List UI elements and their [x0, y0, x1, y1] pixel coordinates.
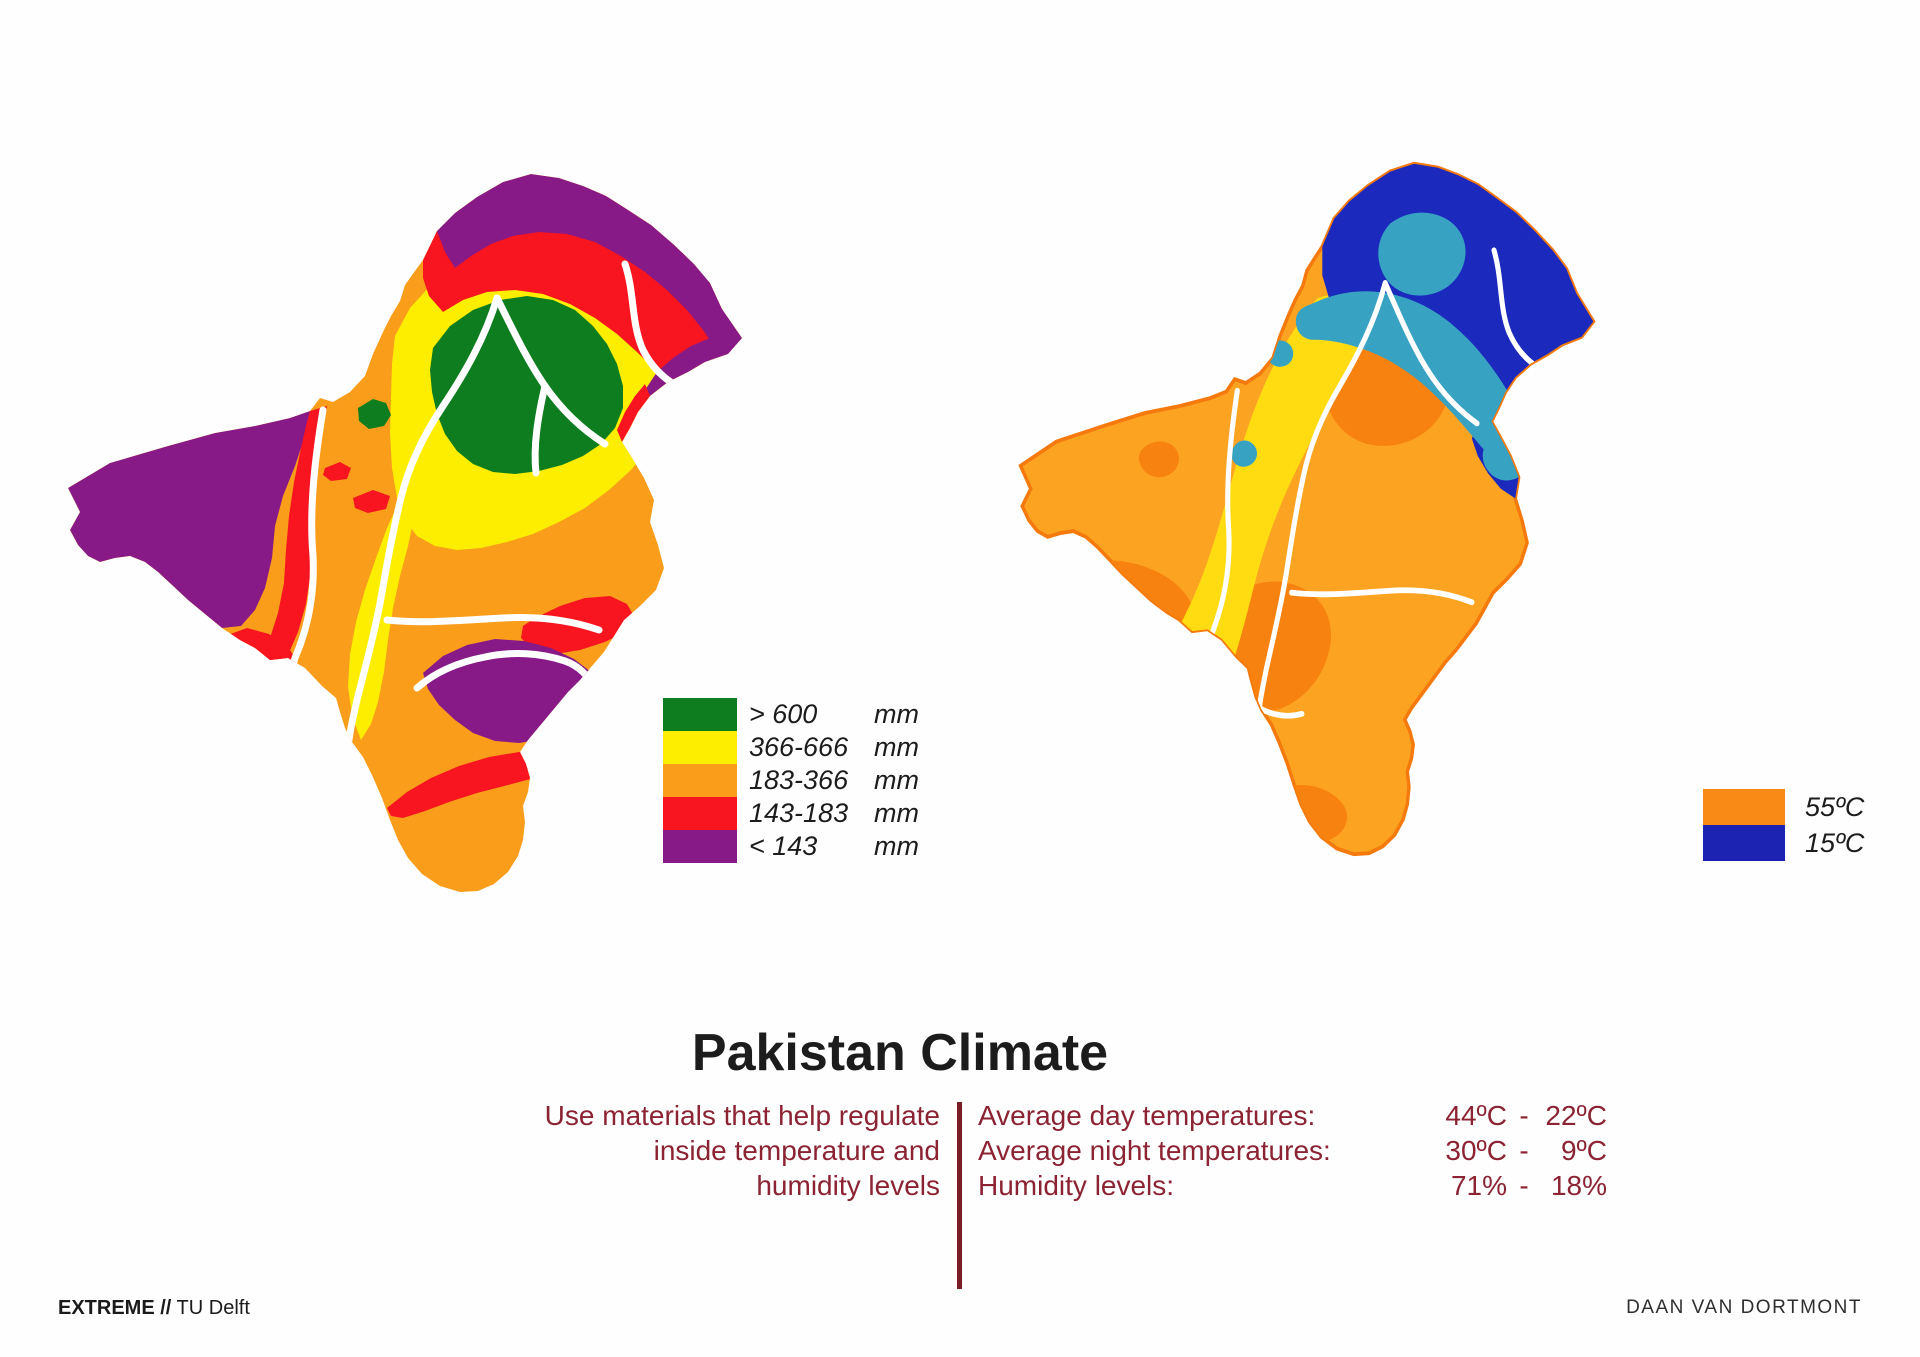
legend-range: 183-366	[749, 765, 849, 795]
temp-zone-teal-blob	[1378, 212, 1466, 296]
rainfall-legend-row: 143-183 mm	[663, 797, 919, 830]
temp-zone-teal-band	[1295, 291, 1528, 466]
temperature-legend: 55ºC 15ºC	[1703, 789, 1864, 861]
rainfall-legend-swatch-purple	[663, 830, 737, 863]
rainfall-zone-red-ne-streak	[617, 384, 650, 442]
rainfall-legend: > 600 mm 366-666 mm 183-366 mm 143-183 mm < …	[663, 698, 919, 863]
legend-unit: mm	[874, 765, 919, 795]
legend-range: < 143	[749, 831, 818, 861]
temp-zone-darkorange-small	[1138, 441, 1179, 478]
brand-name: EXTREME //	[58, 1297, 172, 1319]
stat-dash: -	[1519, 1100, 1529, 1131]
stat-from: 71%	[1450, 1170, 1507, 1201]
stat-from: 44ºC	[1445, 1100, 1507, 1131]
stat-label: Average night temperatures:	[978, 1135, 1331, 1166]
temperature-legend-swatch-hot	[1703, 789, 1785, 825]
temperature-map	[1018, 161, 1596, 857]
rainfall-map	[68, 174, 742, 892]
legend-unit: mm	[874, 699, 919, 729]
legend-unit: mm	[874, 798, 919, 828]
stat-from: 30ºC	[1445, 1135, 1507, 1166]
rainfall-legend-row: 183-366 mm	[663, 764, 919, 797]
temp-zone-teal-spot1	[1267, 340, 1294, 367]
rainfall-zone-red-sindh-band	[387, 714, 614, 818]
temp-zone-yellow-spot1	[1205, 747, 1236, 780]
rainfall-legend-row: 366-666 mm	[663, 731, 919, 764]
stat-to: 9ºC	[1560, 1135, 1607, 1166]
stat-labels: Average day temperatures: Average night …	[978, 1098, 1331, 1203]
vertical-divider	[957, 1102, 962, 1289]
temp-zone-darkorange-south	[1225, 581, 1332, 712]
stat-to: 18%	[1550, 1170, 1607, 1201]
rainfall-zone-red-mid1	[353, 490, 390, 513]
stat-value-row: 30ºC - 9ºC	[1425, 1133, 1607, 1168]
legend-unit: mm	[874, 831, 919, 861]
temperature-legend-row: 15ºC	[1703, 825, 1864, 861]
temperature-legend-row: 55ºC	[1703, 789, 1864, 825]
rainfall-zone-red-kirthar	[262, 406, 327, 666]
brand-suffix: TU Delft	[171, 1297, 250, 1319]
rainfall-legend-swatch-green	[663, 698, 737, 731]
stat-to: 22ºC	[1545, 1100, 1607, 1131]
temp-zone-teal-spot2	[1231, 440, 1258, 467]
stat-label: Humidity levels:	[978, 1170, 1175, 1201]
rainfall-legend-row: > 600 mm	[663, 698, 919, 731]
recommendation-text: Use materials that help regulate inside …	[400, 1098, 940, 1203]
footer-brand: EXTREME // TU Delft	[58, 1297, 250, 1320]
legend-range: > 600	[749, 699, 818, 729]
legend-range: 366-666	[749, 732, 849, 762]
rainfall-zone-red-mid2	[323, 462, 351, 481]
rainfall-legend-swatch-yellow	[663, 731, 737, 764]
stat-values: 44ºC - 22ºC 30ºC - 9ºC 71% - 18%	[1425, 1098, 1607, 1203]
stat-value-row: 71% - 18%	[1425, 1168, 1607, 1203]
temperature-legend-swatch-cold	[1703, 825, 1785, 861]
rainfall-zone-purple-crown	[437, 174, 742, 354]
footer-author: DAAN VAN DORTMONT	[1626, 1297, 1862, 1318]
rainfall-zone-purple-coast	[242, 732, 306, 768]
recommendation-line: humidity levels	[756, 1170, 940, 1201]
rainfall-zone-purple-ne-wedge	[638, 334, 742, 412]
legend-value: 55ºC	[1805, 791, 1865, 822]
rainfall-zone-green-small	[358, 399, 391, 429]
rainfall-legend-swatch-orange	[663, 764, 737, 797]
legend-range: 143-183	[749, 798, 849, 828]
recommendation-line: inside temperature and	[653, 1135, 940, 1166]
page-title: Pakistan Climate	[691, 1024, 1109, 1082]
temp-zone-yellow-spot2	[1232, 782, 1264, 816]
stat-value-row: 44ºC - 22ºC	[1425, 1098, 1607, 1133]
rainfall-legend-swatch-red	[663, 797, 737, 830]
recommendation-line: Use materials that help regulate	[544, 1100, 940, 1131]
legend-unit: mm	[874, 732, 919, 762]
rainfall-legend-row: < 143 mm	[663, 830, 919, 863]
legend-value: 15ºC	[1805, 827, 1865, 858]
stat-dash: -	[1519, 1135, 1529, 1166]
rainfall-zone-purple-west	[68, 411, 310, 628]
stat-dash: -	[1519, 1170, 1529, 1201]
stat-label: Average day temperatures:	[978, 1100, 1316, 1131]
